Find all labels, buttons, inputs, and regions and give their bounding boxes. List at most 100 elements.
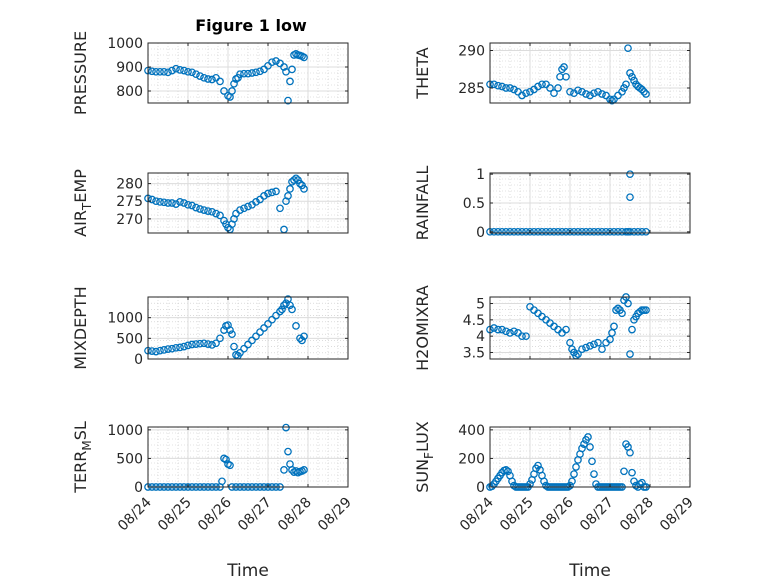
y-tick-label: 3.5 xyxy=(463,345,485,361)
data-point xyxy=(602,227,610,236)
data-point xyxy=(164,68,172,77)
data-point xyxy=(276,204,284,213)
subplot-2: 285 290 THETA xyxy=(413,42,691,105)
data-point xyxy=(624,44,632,53)
data-point xyxy=(518,332,526,341)
x-axis-label: Time xyxy=(568,561,611,581)
data-point xyxy=(498,325,506,334)
data-point xyxy=(514,227,522,236)
y-tick-label: 400 xyxy=(458,423,485,439)
data-point xyxy=(612,306,620,314)
data-point xyxy=(570,470,578,478)
data-point xyxy=(260,192,268,200)
data-point xyxy=(558,227,566,236)
y-axis-label: H2OMIXRA xyxy=(413,285,432,371)
y-tick-label: 290 xyxy=(458,44,485,60)
data-point xyxy=(638,85,646,94)
series-markers xyxy=(144,295,308,360)
data-point xyxy=(582,227,590,236)
x-tick-label: 08/25 xyxy=(497,495,537,535)
data-point xyxy=(208,207,216,216)
y-tick-label: 1000 xyxy=(107,311,143,327)
data-point xyxy=(578,227,586,236)
data-point xyxy=(614,304,622,313)
data-point xyxy=(192,203,200,212)
data-point xyxy=(620,467,628,476)
data-point xyxy=(180,66,188,75)
data-point xyxy=(522,89,530,98)
data-point xyxy=(176,66,184,74)
data-point xyxy=(252,68,260,77)
data-point xyxy=(284,447,292,456)
x-tick-label: 08/28 xyxy=(275,495,315,535)
data-point xyxy=(642,306,650,314)
x-tick-label: 08/24 xyxy=(457,494,497,534)
y-tick-label: 1000 xyxy=(107,36,143,52)
data-point xyxy=(624,299,632,308)
data-point xyxy=(156,346,164,355)
data-point xyxy=(268,315,276,324)
subplot-5: 0 500 1000 MIXDEPTH xyxy=(71,286,349,370)
data-point xyxy=(502,84,510,92)
y-tick-label: 4 xyxy=(476,329,485,345)
data-point xyxy=(630,76,638,85)
y-axis-label: TERRMSL xyxy=(71,421,94,494)
data-point xyxy=(554,84,562,92)
data-point xyxy=(172,200,180,208)
data-point xyxy=(506,227,514,236)
y-tick-label: 0 xyxy=(134,480,143,496)
data-point xyxy=(630,227,638,236)
data-point xyxy=(640,87,648,96)
data-point xyxy=(626,69,634,77)
x-tick-label: 08/28 xyxy=(617,495,657,535)
y-tick-label: 270 xyxy=(116,212,143,228)
data-point xyxy=(300,466,308,474)
data-point xyxy=(284,192,292,200)
data-point xyxy=(148,67,156,76)
data-point xyxy=(502,327,510,336)
data-point xyxy=(286,77,294,86)
data-point xyxy=(152,347,160,356)
data-point xyxy=(160,67,168,76)
y-tick-label: 1000 xyxy=(107,423,143,439)
data-point xyxy=(494,81,502,90)
axes-box xyxy=(489,426,691,488)
data-point xyxy=(578,345,586,354)
data-point xyxy=(230,79,238,88)
data-point xyxy=(534,82,542,91)
data-point xyxy=(168,199,176,207)
data-point xyxy=(226,326,234,334)
data-point xyxy=(526,87,534,96)
y-axis-label: RAINFALL xyxy=(413,166,432,241)
data-point xyxy=(256,328,264,336)
data-point xyxy=(626,170,634,179)
series-markers xyxy=(144,49,308,105)
data-point xyxy=(176,198,184,206)
data-point xyxy=(588,457,596,466)
data-point xyxy=(610,227,618,236)
data-point xyxy=(628,468,636,477)
y-tick-label: 0 xyxy=(476,480,485,496)
minor-grid xyxy=(489,426,691,488)
data-point xyxy=(228,87,236,95)
data-point xyxy=(224,321,232,329)
data-point xyxy=(566,227,574,236)
data-point xyxy=(606,227,614,236)
data-point xyxy=(248,336,256,345)
data-point xyxy=(598,227,606,236)
data-point xyxy=(184,200,192,209)
data-point xyxy=(582,343,590,352)
data-point xyxy=(278,305,286,314)
data-point xyxy=(568,477,576,486)
data-point xyxy=(570,227,578,236)
data-point xyxy=(526,227,534,236)
data-point xyxy=(510,227,518,236)
data-point xyxy=(296,334,304,343)
data-point xyxy=(290,176,298,184)
data-point xyxy=(590,340,598,349)
data-point xyxy=(196,205,204,213)
data-point xyxy=(184,341,192,350)
data-point xyxy=(538,80,546,89)
x-tick-label: 08/26 xyxy=(537,494,577,534)
